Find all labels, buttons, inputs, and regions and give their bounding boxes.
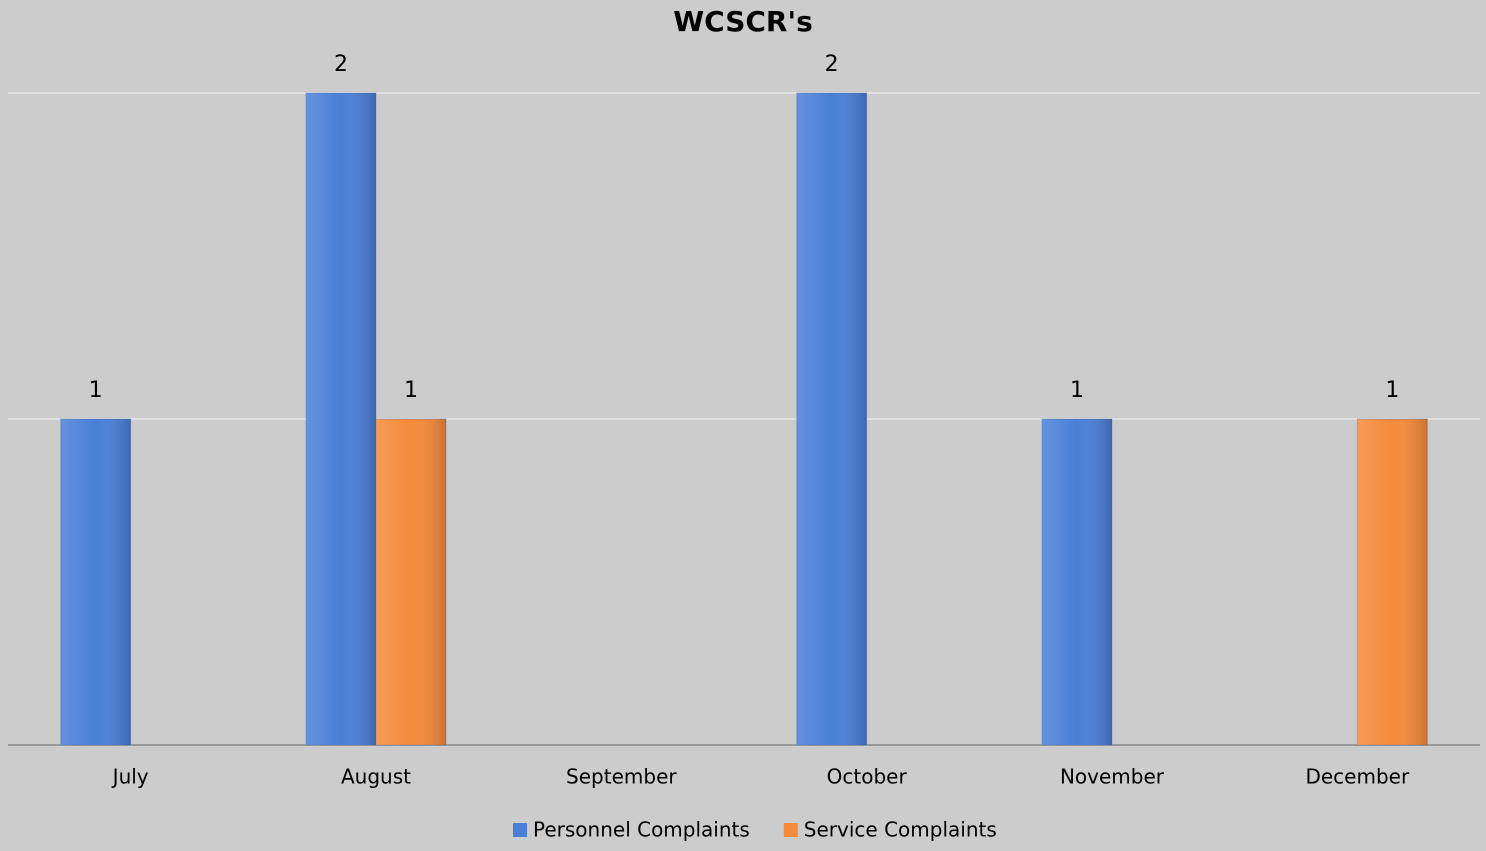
- data-label: 1: [404, 378, 418, 403]
- bar: [375, 418, 447, 746]
- data-label: 2: [825, 52, 839, 77]
- bar: [305, 92, 377, 746]
- legend-swatch: [513, 823, 527, 837]
- data-label: 1: [89, 378, 103, 403]
- x-tick-label: December: [1305, 765, 1409, 789]
- x-tick-label: July: [111, 765, 149, 789]
- x-tick-label: November: [1060, 765, 1165, 789]
- x-tick-label: October: [827, 765, 908, 789]
- data-label: 1: [1070, 378, 1084, 403]
- bar: [60, 418, 132, 746]
- data-label: 1: [1385, 378, 1399, 403]
- legend-label: Personnel Complaints: [533, 818, 750, 842]
- bar: [1356, 418, 1428, 746]
- bar: [796, 92, 868, 746]
- legend-swatch: [783, 823, 798, 837]
- x-tick-label: September: [566, 765, 677, 789]
- x-tick-label: August: [341, 765, 411, 789]
- bar: [1041, 418, 1113, 746]
- legend-label: Service Complaints: [804, 818, 997, 842]
- chart-title: WCSCR's: [673, 5, 812, 38]
- data-label: 2: [334, 52, 348, 77]
